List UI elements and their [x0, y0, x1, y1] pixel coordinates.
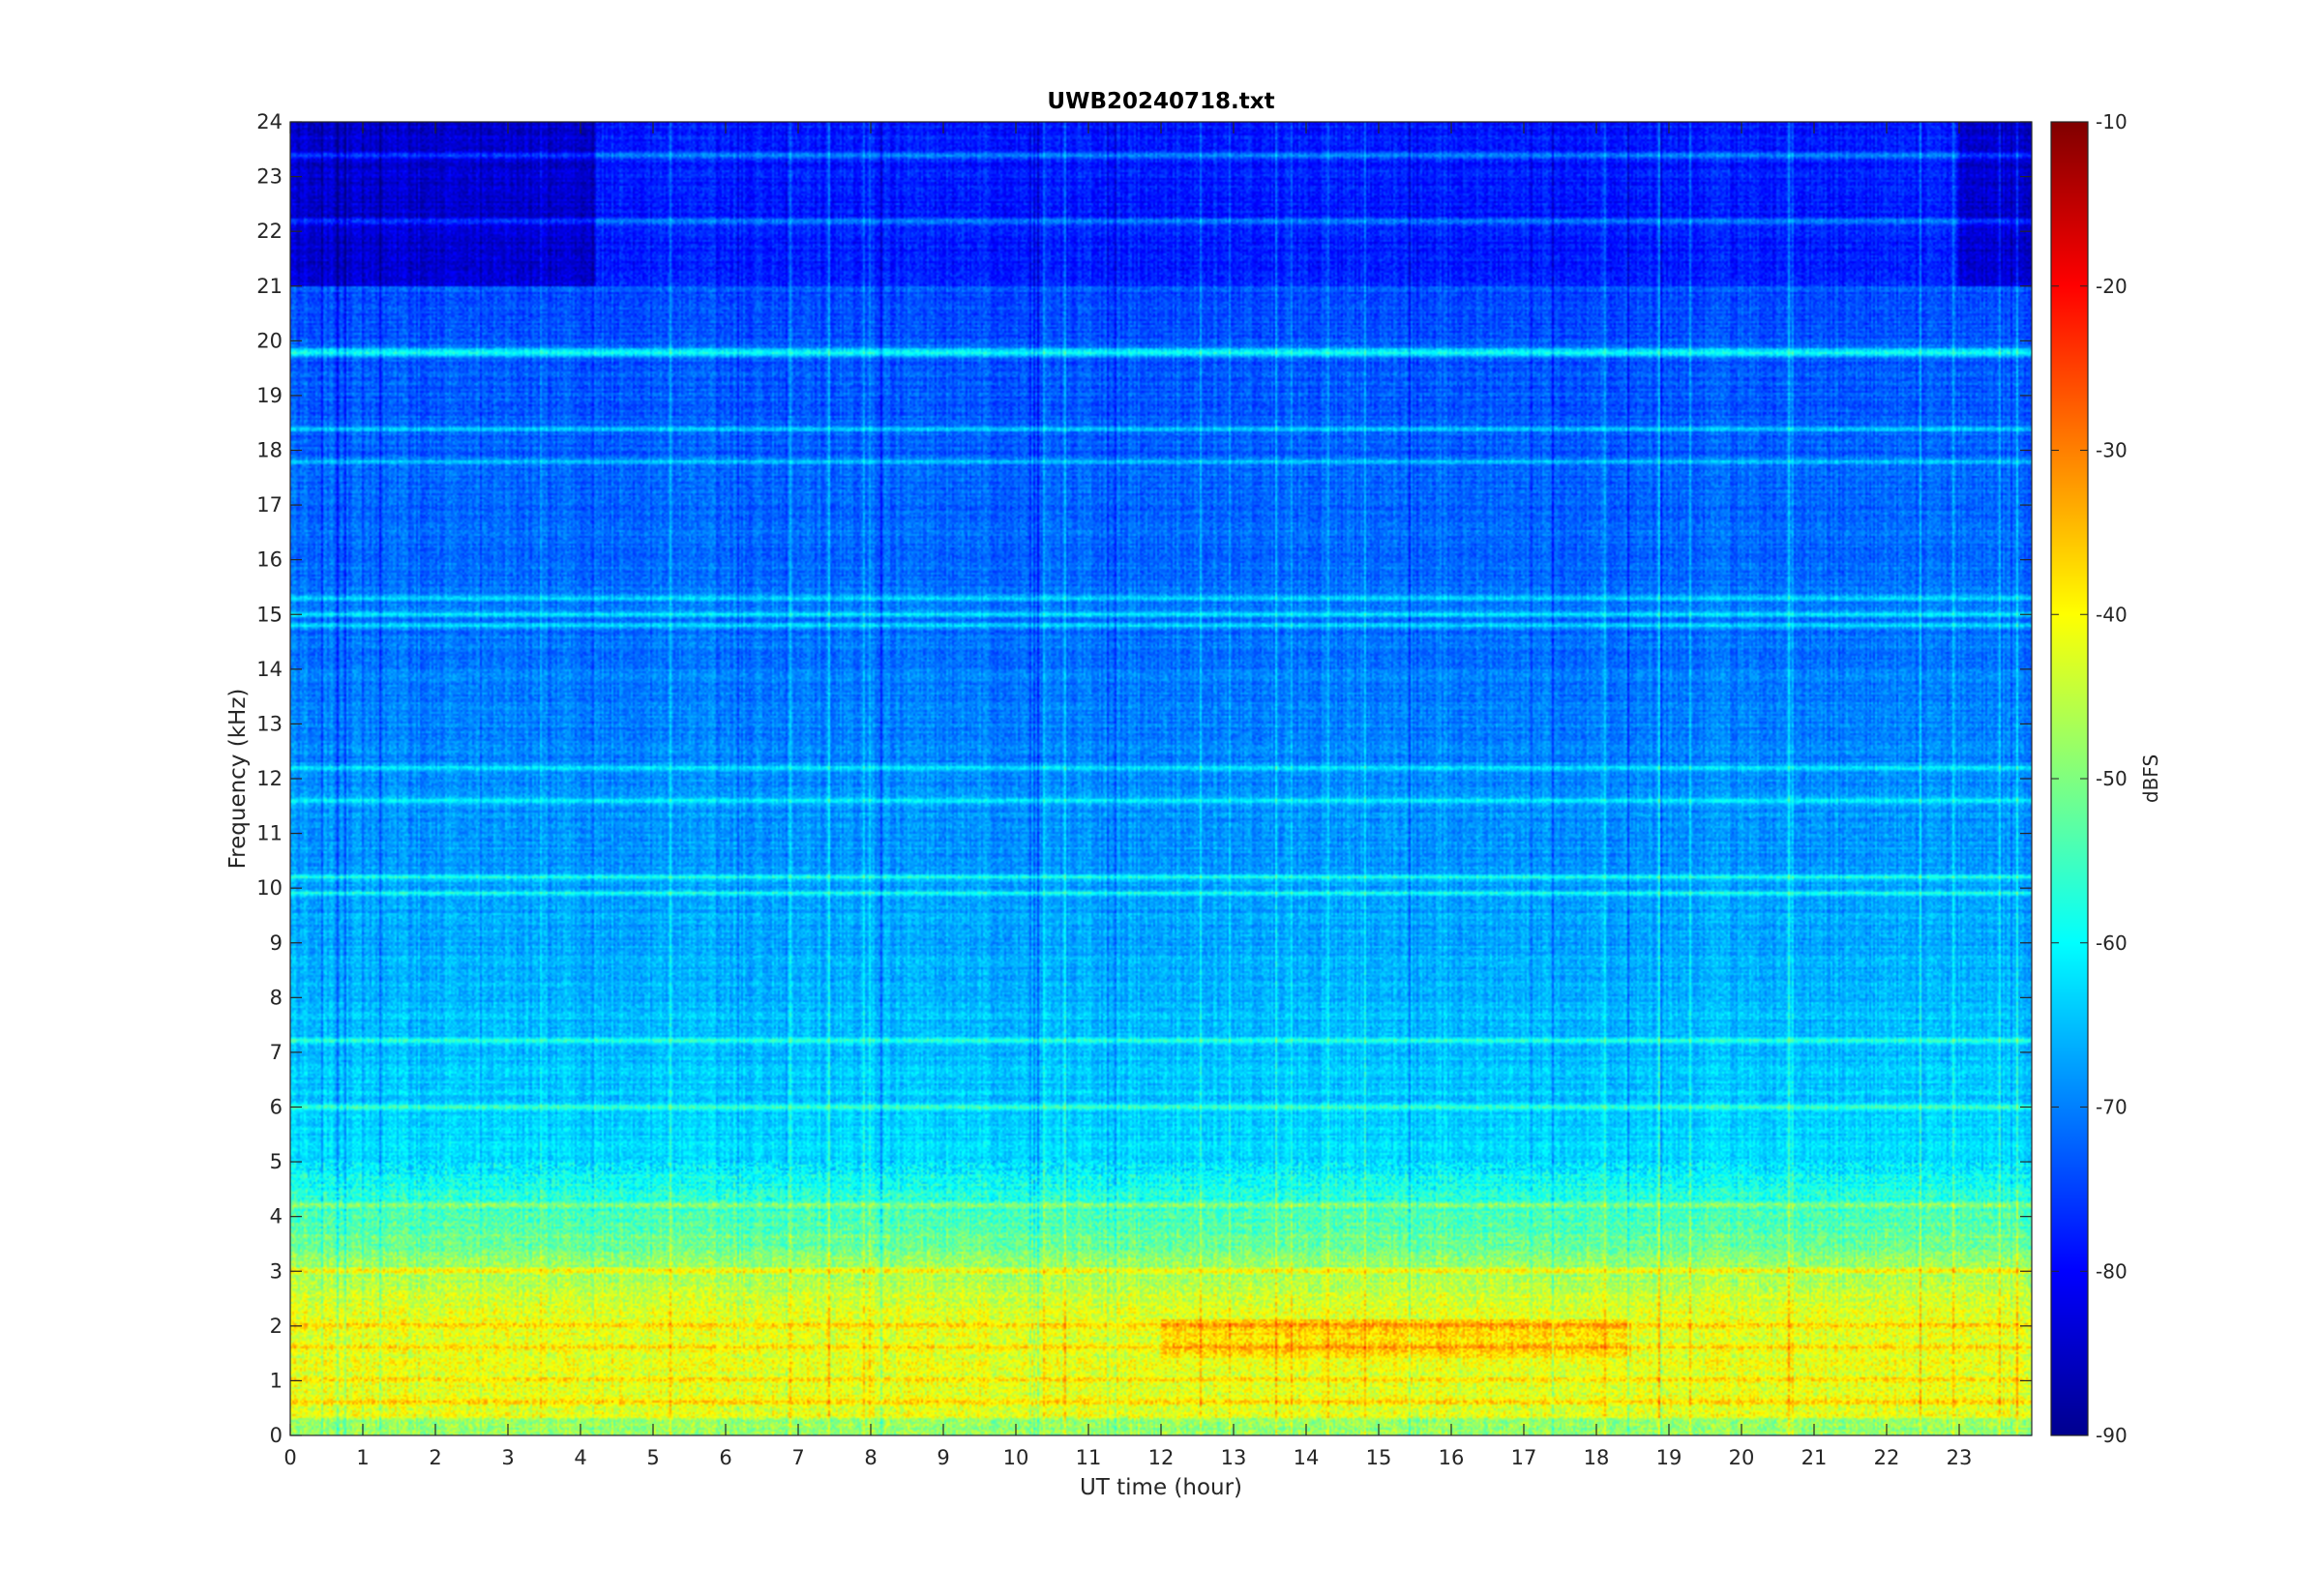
- x-tick-label: 16: [1439, 1446, 1465, 1469]
- x-tick-label: 9: [937, 1446, 949, 1469]
- x-tick-label: 4: [574, 1446, 586, 1469]
- x-tick-label: 13: [1221, 1446, 1247, 1469]
- colorbar-tick-label: -10: [2096, 110, 2128, 133]
- y-tick-label: 22: [256, 220, 283, 243]
- x-tick-label: 10: [1003, 1446, 1029, 1469]
- y-tick-label: 3: [270, 1259, 283, 1283]
- colorbar-tick-label: -70: [2096, 1096, 2128, 1119]
- x-tick-label: 8: [864, 1446, 877, 1469]
- x-tick-label: 15: [1366, 1446, 1392, 1469]
- y-tick-label: 21: [256, 275, 283, 298]
- x-tick-label: 18: [1584, 1446, 1610, 1469]
- y-tick-label: 5: [270, 1150, 283, 1173]
- x-tick-label: 1: [356, 1446, 369, 1469]
- plot-area: [289, 121, 2033, 1436]
- y-tick-label: 19: [256, 384, 283, 407]
- x-axis-label: UT time (hour): [1080, 1475, 1242, 1500]
- y-tick-label: 18: [256, 439, 283, 462]
- y-axis-label: Frequency (kHz): [225, 689, 251, 870]
- colorbar-tick-label: -20: [2096, 275, 2128, 298]
- x-tick-label: 14: [1294, 1446, 1320, 1469]
- y-tick-label: 7: [270, 1041, 283, 1064]
- x-tick-label: 12: [1148, 1446, 1175, 1469]
- x-tick-label: 6: [719, 1446, 731, 1469]
- x-tick-label: 11: [1076, 1446, 1102, 1469]
- colorbar-label: dBFS: [2139, 754, 2162, 803]
- y-tick-label: 9: [270, 931, 283, 955]
- x-tick-label: 21: [1801, 1446, 1828, 1469]
- x-tick-label: 22: [1874, 1446, 1900, 1469]
- colorbar-ticks: -10 -20 -30 -40 -50 -60 -70 -80 -90: [2051, 110, 2128, 1447]
- y-tick-label: 0: [270, 1424, 283, 1447]
- x-tick-label: 19: [1656, 1446, 1682, 1469]
- y-tick-label: 10: [256, 876, 283, 900]
- y-tick-label: 24: [256, 110, 283, 133]
- y-tick-label: 4: [270, 1205, 283, 1228]
- x-tick-label: 7: [791, 1446, 804, 1469]
- colorbar-tick-label: -40: [2096, 603, 2128, 626]
- x-tick-label: 3: [501, 1446, 514, 1469]
- y-tick-label: 6: [270, 1096, 283, 1119]
- y-tick-label: 2: [270, 1315, 283, 1338]
- x-tick-label: 23: [1947, 1446, 1973, 1469]
- x-tick-label: 17: [1511, 1446, 1537, 1469]
- y-tick-label: 13: [256, 712, 283, 735]
- chart-title: UWB20240718.txt: [1047, 89, 1274, 114]
- colorbar: -10 -20 -30 -40 -50 -60 -70 -80 -90 dBFS: [2050, 110, 2162, 1447]
- colorbar-tick-label: -80: [2096, 1259, 2128, 1283]
- y-tick-label: 14: [256, 658, 283, 681]
- y-tick-label: 23: [256, 165, 283, 189]
- y-tick-label: 15: [256, 603, 283, 626]
- x-tick-label: 5: [646, 1446, 659, 1469]
- x-tick-label: 20: [1729, 1446, 1755, 1469]
- colorbar-tick-label: -30: [2096, 439, 2128, 462]
- y-tick-label: 8: [270, 986, 283, 1009]
- x-tick-label: 2: [429, 1446, 441, 1469]
- colorbar-tick-label: -50: [2096, 767, 2128, 790]
- spectrogram-image: [290, 122, 2032, 1435]
- x-axis: 0 1 2 3 4 5 6 7 8 9 10 11 12 13 14 15 16 17 18 19 20 21 22 23: [283, 122, 1972, 1469]
- y-tick-label: 1: [270, 1369, 283, 1392]
- colorbar-tick-label: -90: [2096, 1424, 2128, 1447]
- y-tick-label: 11: [256, 822, 283, 845]
- y-tick-label: 20: [256, 329, 283, 352]
- colorbar-tick-label: -60: [2096, 931, 2128, 955]
- x-tick-label: 0: [283, 1446, 296, 1469]
- y-tick-label: 17: [256, 493, 283, 517]
- y-tick-label: 16: [256, 548, 283, 572]
- y-tick-label: 12: [256, 767, 283, 790]
